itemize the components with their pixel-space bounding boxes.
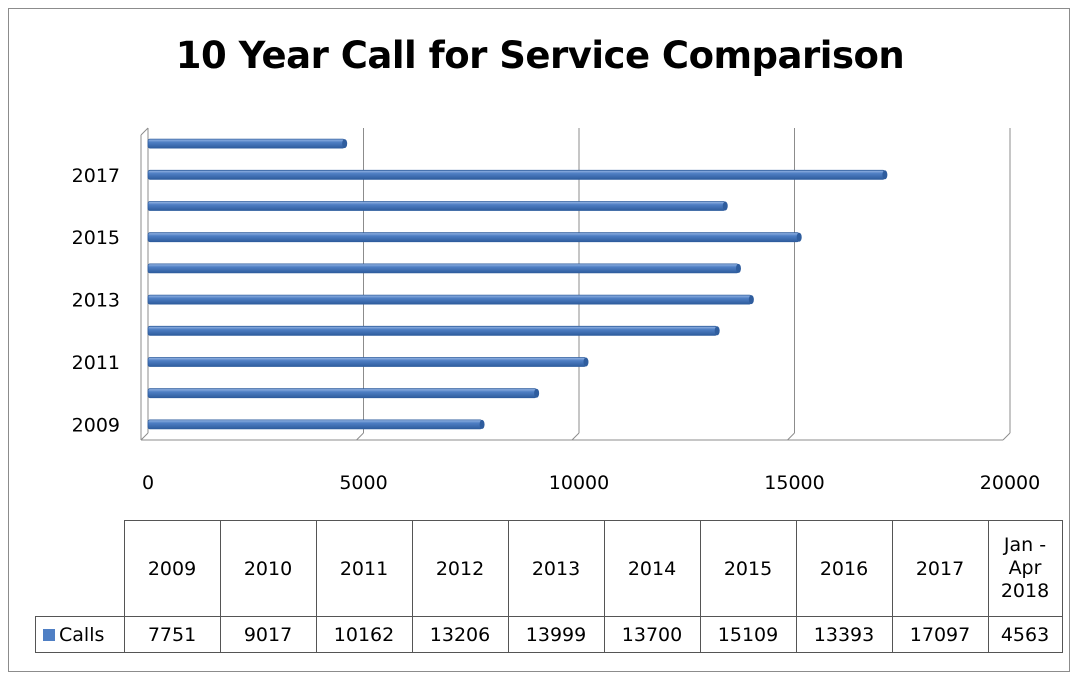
y-tick-label: 2017 [72, 165, 120, 187]
bar [147, 388, 538, 399]
data-table-header-text: 2010 [243, 557, 293, 580]
y-tick-label: 2013 [72, 290, 120, 312]
bar [147, 325, 718, 336]
data-table-header-text: Jan - [1003, 534, 1047, 556]
data-table-header-text: 2018 [1000, 580, 1050, 602]
gridline-floor [571, 432, 580, 441]
y-tick-label: 2015 [72, 227, 120, 249]
data-table: 2009 2010 2011 2012 2013 2014 2015 2016 2017 Jan … [35, 520, 1063, 653]
bar-end-cap [882, 170, 888, 180]
x-tick-label: 0 [142, 472, 154, 494]
data-table-header-text: 2011 [339, 557, 389, 580]
data-table-value-cell: 4563 [987, 616, 1063, 653]
data-table-value-cell: 15109 [699, 616, 797, 653]
bar [147, 201, 726, 211]
data-table-header-text: 2014 [627, 557, 677, 580]
x-tick-label: 10000 [549, 472, 609, 494]
data-table-header-cell: Jan - Apr 2018 [987, 520, 1063, 617]
data-table-value-cell: 10162 [315, 616, 413, 653]
y-tick-label: 2011 [72, 352, 120, 374]
bar [147, 169, 886, 180]
data-table-header-cell: 2017 [891, 520, 989, 617]
bar-end-cap [735, 263, 741, 273]
data-table-value-cell: 13206 [411, 616, 509, 653]
bar-end-cap [583, 357, 589, 367]
data-table-header-cell: 2010 [219, 520, 317, 617]
bar-end-cap [722, 201, 728, 211]
data-table-value-cell: 13700 [603, 616, 701, 653]
data-table-header-cell: 2012 [411, 520, 509, 617]
bar [147, 263, 739, 274]
bar-end-cap [714, 326, 720, 336]
gridline-floor [140, 432, 149, 441]
gridline-floor [356, 432, 364, 441]
data-table-header-cell: 2016 [795, 520, 893, 617]
data-table-header-cell: 2009 [123, 520, 221, 617]
data-table-value-cell: 9017 [219, 616, 317, 653]
data-table-header-text: 2012 [435, 557, 485, 580]
x-tick-label: 15000 [764, 472, 824, 494]
data-table-header-cell: 2014 [603, 520, 701, 617]
bar-end-cap [342, 139, 348, 149]
chart-title: 10 Year Call for Service Comparison [175, 34, 905, 77]
bar-end-cap [479, 419, 485, 429]
series-name: Calls [59, 623, 105, 646]
data-table-header-text: 2013 [531, 557, 581, 580]
data-table-series-label: Calls [35, 616, 125, 653]
data-table-value-cell: 13999 [507, 616, 605, 653]
data-table-header-cell: 2015 [699, 520, 797, 617]
x-tick-label: 5000 [339, 472, 387, 494]
bar [147, 232, 800, 243]
data-table-corner [35, 520, 125, 617]
data-table-header-text: 2017 [915, 557, 965, 580]
wall-top-edge [140, 127, 149, 136]
bar [147, 357, 587, 367]
data-table-header-cell: 2013 [507, 520, 605, 617]
gridline-floor [1002, 432, 1011, 441]
bar-end-cap [748, 295, 754, 305]
data-table-header-row: 2009 2010 2011 2012 2013 2014 2015 2016 2017 Jan … [35, 520, 1063, 617]
data-table-header-text: 2016 [819, 557, 869, 580]
bar-end-cap [534, 388, 540, 398]
data-table-header-cell: 2011 [315, 520, 413, 617]
bar-end-cap [796, 232, 802, 242]
data-table-header-text: 2009 [147, 557, 197, 580]
data-table-header-text: 2015 [723, 557, 773, 580]
gridline-floor [787, 432, 795, 441]
data-table-value-cell: 13393 [795, 616, 893, 653]
y-tick-label: 2009 [72, 414, 120, 436]
bar [147, 294, 752, 305]
data-table-value-cell: 7751 [123, 616, 221, 653]
legend-swatch [43, 628, 55, 641]
data-table-value-cell: 17097 [891, 616, 989, 653]
bar [147, 419, 483, 430]
data-table-header-text: Apr [1008, 557, 1042, 579]
data-table-value-row: Calls 7751 9017 10162 13206 13999 13700 15109 1… [35, 616, 1063, 653]
bar [147, 138, 346, 149]
x-tick-label: 20000 [980, 472, 1040, 494]
